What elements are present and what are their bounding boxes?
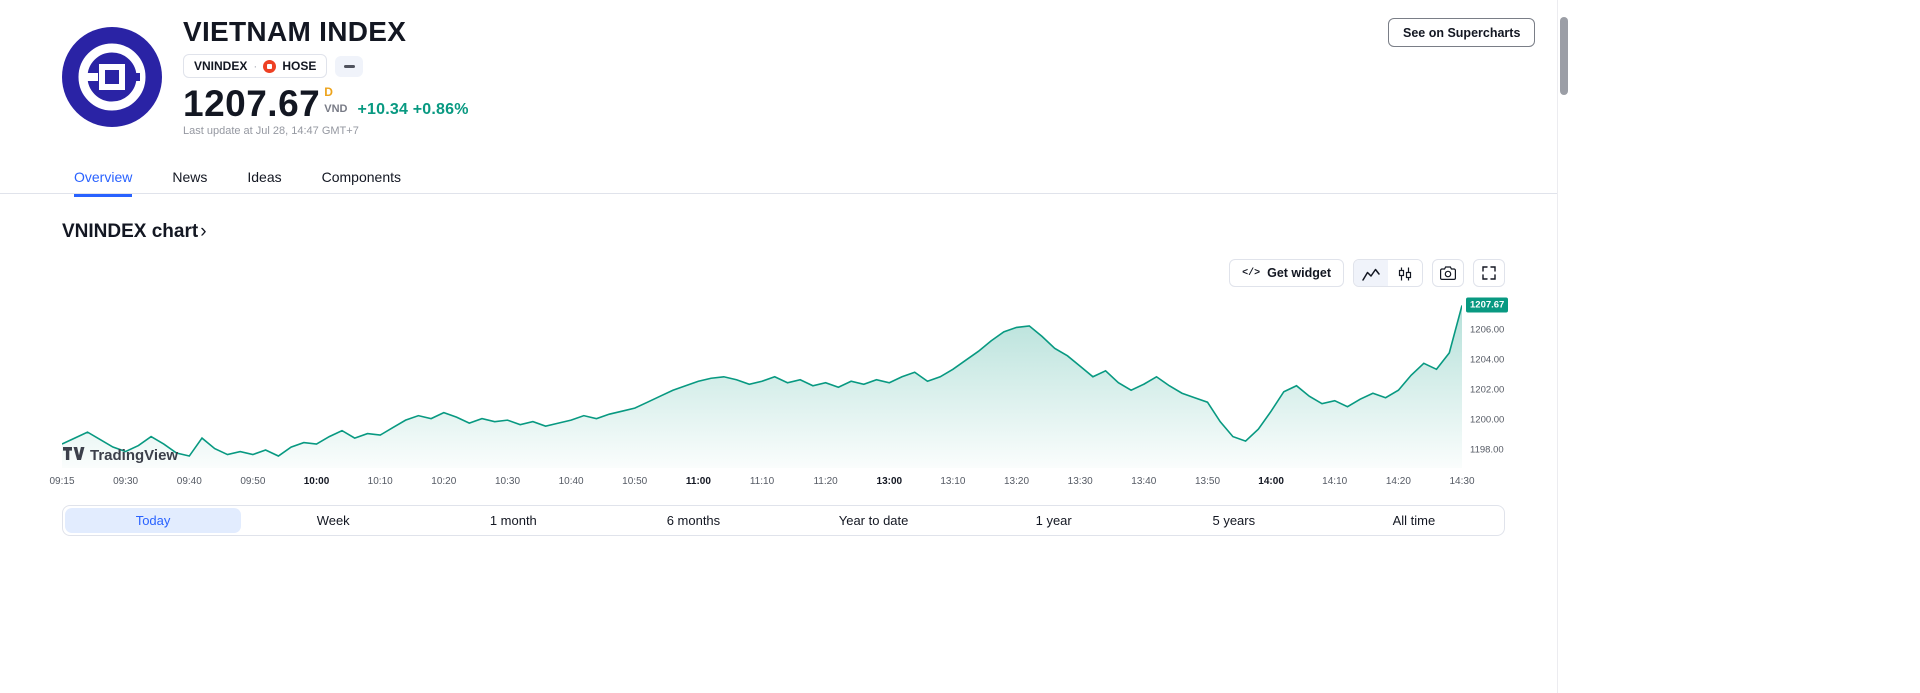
change-absolute: +10.34 <box>357 101 409 118</box>
range-year-to-date[interactable]: Year to date <box>838 513 909 528</box>
tradingview-watermark-label: TradingView <box>90 447 179 464</box>
range-1-year[interactable]: 1 year <box>1035 513 1072 528</box>
chart-section-label: VNINDEX chart <box>62 221 199 242</box>
y-axis-label: 1202.00 <box>1470 384 1505 396</box>
separator-dot: · <box>253 59 258 73</box>
x-axis-label: 09:15 <box>49 476 75 487</box>
vertical-scrollbar-track[interactable] <box>1557 0 1569 693</box>
chart-plot-area[interactable] <box>61 296 1463 468</box>
symbol-row: VNINDEX · HOSE <box>183 54 364 78</box>
x-axis-label: 09:40 <box>176 476 202 487</box>
range-5-years[interactable]: 5 years <box>1212 513 1256 528</box>
vertical-scrollbar-thumb[interactable] <box>1560 17 1568 95</box>
y-axis-label: 1204.00 <box>1470 354 1505 366</box>
x-axis-label: 11:10 <box>749 476 775 487</box>
x-axis-label: 09:30 <box>113 476 139 487</box>
fullscreen-icon <box>1482 266 1496 280</box>
exchange-name: HOSE <box>282 59 317 73</box>
x-axis-label: 13:10 <box>940 476 966 487</box>
y-axis[interactable]: 1206.00 1204.00 1202.00 1200.00 1198.00 <box>1470 296 1514 468</box>
tradingview-logo-icon <box>62 446 85 465</box>
price-chart[interactable]: 1206.00 1204.00 1202.00 1200.00 1198.00 1207… <box>49 296 1509 496</box>
change-percent: +0.86% <box>412 101 469 118</box>
area-chart-icon <box>1362 268 1380 281</box>
fullscreen-button[interactable] <box>1473 259 1505 287</box>
x-axis-label: 13:20 <box>1003 476 1030 487</box>
price-area <box>62 305 1462 468</box>
x-axis-label: 10:40 <box>558 476 584 487</box>
candlestick-icon <box>1398 267 1412 281</box>
y-axis-label: 1200.00 <box>1470 414 1505 426</box>
symbol-tabbar: Overview News Ideas Components <box>74 169 401 197</box>
x-axis-label: 14:20 <box>1385 476 1411 487</box>
tabbar-divider <box>0 193 1558 194</box>
tab-ideas[interactable]: Ideas <box>247 169 282 185</box>
x-axis-label: 09:50 <box>240 476 266 487</box>
range-week[interactable]: Week <box>316 513 350 528</box>
x-axis-label: 10:10 <box>367 476 393 487</box>
screenshot-button[interactable] <box>1432 259 1464 287</box>
tradingview-watermark[interactable]: TradingView <box>62 446 178 465</box>
x-axis[interactable]: 09:15 09:30 09:40 09:50 10:00 10:10 10:20 10:30… <box>49 476 1474 492</box>
get-widget-button[interactable]: </> Get widget <box>1229 259 1344 287</box>
y-axis-label: 1206.00 <box>1470 324 1505 336</box>
date-range-bar: Today Week 1 month 6 months Year to date… <box>62 505 1505 536</box>
x-axis-label: 10:00 <box>303 476 330 487</box>
candlestick-chart-type-button[interactable] <box>1388 260 1422 286</box>
area-chart-type-button[interactable] <box>1354 260 1388 286</box>
x-axis-label: 10:30 <box>494 476 521 487</box>
x-axis-label: 13:00 <box>876 476 903 487</box>
x-axis-label: 10:50 <box>622 476 648 487</box>
x-axis-label: 11:00 <box>685 476 711 487</box>
see-on-supercharts-button[interactable]: See on Supercharts <box>1388 18 1536 47</box>
last-update-text: Last update at Jul 28, 14:47 GMT+7 <box>183 125 359 137</box>
watchlist-flag-button[interactable] <box>335 55 364 77</box>
range-all-time[interactable]: All time <box>1392 513 1436 528</box>
range-1-month[interactable]: 1 month <box>489 513 537 528</box>
price-chart-svg <box>61 305 1463 468</box>
x-axis-label: 11:20 <box>813 476 838 487</box>
page-title: VIETNAM INDEX <box>183 16 407 47</box>
tab-components[interactable]: Components <box>321 169 402 185</box>
dash-icon <box>343 64 355 68</box>
get-widget-label: Get widget <box>1267 266 1331 280</box>
x-axis-label: 13:30 <box>1067 476 1093 487</box>
x-axis-label: 14:00 <box>1258 476 1284 487</box>
camera-icon <box>1440 266 1456 280</box>
chevron-right-icon: › <box>200 221 207 242</box>
tab-overview[interactable]: Overview <box>74 169 133 197</box>
y-axis-label: 1198.00 <box>1470 444 1504 456</box>
price-change: +10.34 +0.86% <box>357 101 468 119</box>
chart-toolbar: </> Get widget <box>1229 259 1505 287</box>
symbol-badge[interactable]: VNINDEX · HOSE <box>183 54 328 78</box>
x-axis-label: 14:10 <box>1322 476 1348 487</box>
code-icon: </> <box>1242 267 1261 279</box>
interval-badge: D <box>324 85 333 99</box>
x-axis-label: 13:50 <box>1194 476 1221 487</box>
last-price-value: 1207.67 <box>183 83 321 124</box>
x-axis-label: 13:40 <box>1131 476 1157 487</box>
x-axis-label: 14:30 <box>1449 476 1475 487</box>
range-6-months[interactable]: 6 months <box>666 513 721 528</box>
currency-label: VND <box>324 103 348 116</box>
symbol-logo <box>62 27 162 127</box>
exchange-logo-icon <box>263 59 277 73</box>
price-line <box>61 305 1463 457</box>
range-today[interactable]: Today <box>65 508 242 533</box>
last-price-badge: 1207.67 <box>1466 297 1509 313</box>
tab-news[interactable]: News <box>172 169 208 185</box>
price-row: 1207.67 D VND +10.34 +0.86% <box>183 85 469 122</box>
chart-section-title[interactable]: VNINDEX chart › <box>62 221 207 243</box>
x-axis-label: 10:20 <box>431 476 457 487</box>
symbol-ticker: VNINDEX <box>194 59 248 73</box>
chart-type-group <box>1353 259 1423 287</box>
